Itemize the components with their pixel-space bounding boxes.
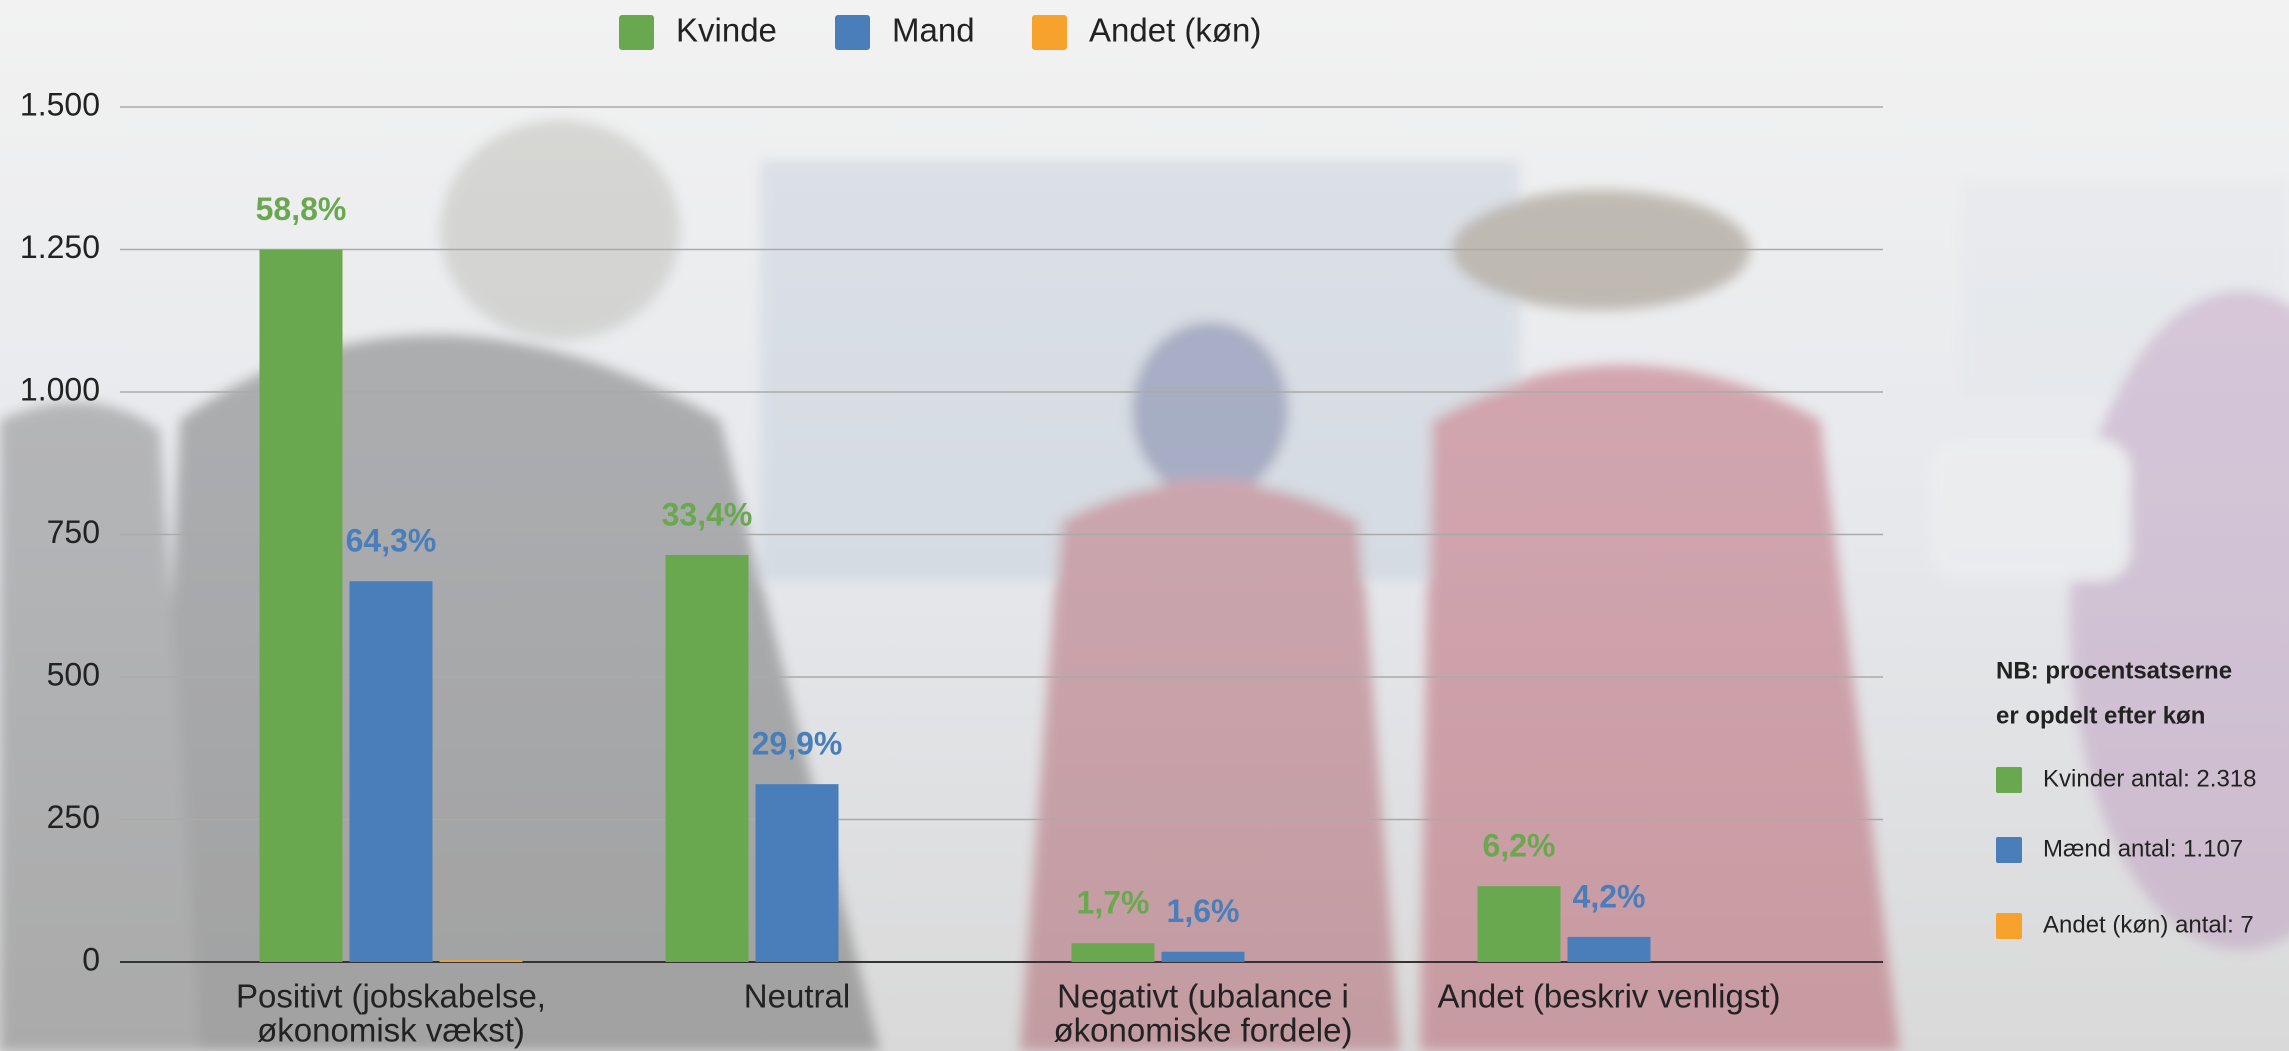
x-tick-label: Negativt (ubalance i <box>1057 978 1349 1015</box>
legend-swatch <box>835 15 870 50</box>
note-title: er opdelt efter køn <box>1996 702 2205 729</box>
note-swatch <box>1996 767 2022 793</box>
bar <box>665 555 749 962</box>
x-tick-label: Positivt (jobskabelse, <box>236 978 546 1015</box>
data-label: 33,4% <box>662 496 753 532</box>
data-label: 6,2% <box>1483 828 1556 864</box>
legend-label: Mand <box>892 12 975 49</box>
data-label: 64,3% <box>346 523 437 559</box>
bar <box>1071 943 1155 962</box>
bar <box>439 960 523 962</box>
bar <box>259 249 343 962</box>
bar <box>349 581 433 962</box>
y-tick-label: 1.000 <box>20 371 100 407</box>
legend-label: Kvinde <box>676 12 777 49</box>
data-label: 4,2% <box>1573 878 1646 914</box>
data-label: 1,6% <box>1167 893 1240 929</box>
bar <box>755 784 839 962</box>
x-tick-label: Neutral <box>744 978 850 1015</box>
note-text: Mænd antal: 1.107 <box>2043 835 2243 862</box>
data-label: 58,8% <box>256 191 347 227</box>
note-swatch <box>1996 837 2022 863</box>
note-text: Andet (køn) antal: 7 <box>2043 911 2254 938</box>
legend-label: Andet (køn) <box>1089 12 1261 49</box>
x-tick-label: Andet (beskriv venligst) <box>1438 978 1781 1015</box>
data-label: 1,7% <box>1077 885 1150 921</box>
note-title: NB: procentsatserne <box>1996 657 2232 684</box>
y-tick-label: 750 <box>47 514 100 550</box>
y-tick-label: 250 <box>47 799 100 835</box>
bar <box>1477 886 1561 962</box>
data-label: 29,9% <box>752 726 843 762</box>
legend-swatch <box>1032 15 1067 50</box>
y-tick-label: 1.500 <box>20 86 100 122</box>
y-tick-label: 500 <box>47 656 100 692</box>
note-text: Kvinder antal: 2.318 <box>2043 765 2256 792</box>
bar <box>1161 951 1245 962</box>
y-tick-label: 1.250 <box>20 229 100 265</box>
bar <box>1567 936 1651 962</box>
x-tick-label: økonomisk vækst) <box>257 1012 525 1049</box>
y-tick-label: 0 <box>82 941 100 977</box>
note-swatch <box>1996 913 2022 939</box>
legend-swatch <box>619 15 654 50</box>
x-tick-label: økonomiske fordele) <box>1054 1012 1353 1049</box>
